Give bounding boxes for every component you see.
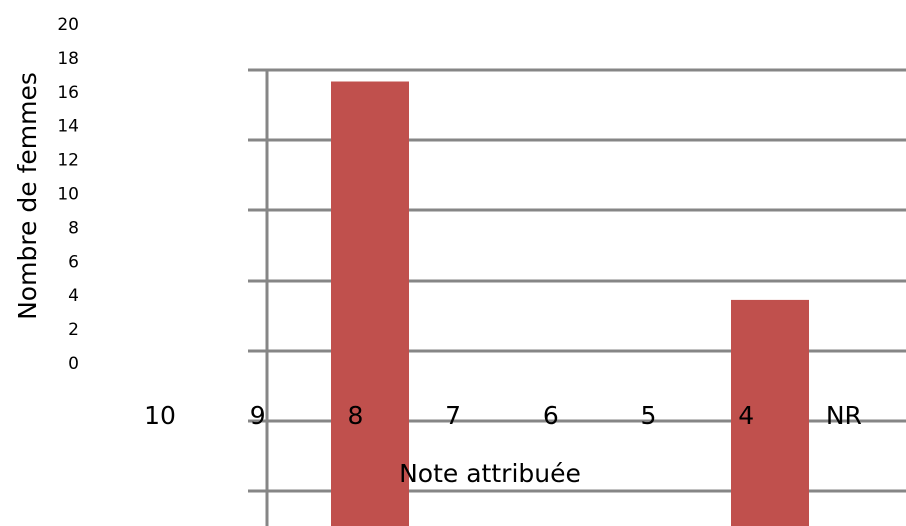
y-tick-label: 6: [68, 252, 79, 272]
x-tick-label: 4: [738, 401, 754, 430]
x-tick-label: 9: [250, 401, 266, 430]
y-tick-label: 18: [57, 49, 79, 69]
y-tick-label: 20: [57, 15, 79, 35]
y-axis-ticks: 0 2 4 6 8 10 12 14 16 18 20: [57, 15, 79, 374]
x-tick-label: 8: [347, 401, 363, 430]
y-tick-label: 12: [57, 151, 79, 171]
x-tick-label: 5: [641, 401, 657, 430]
y-tick-label: 14: [57, 117, 79, 137]
bar-8: [331, 81, 409, 526]
x-axis-ticks: 10 9 8 7 6 5 4 NR: [144, 401, 862, 430]
y-tick-label: 0: [68, 354, 79, 374]
y-tick-label: 4: [68, 286, 79, 306]
y-tick-label: 8: [68, 218, 79, 238]
bars: [331, 81, 809, 526]
y-tick-label: 2: [68, 320, 79, 340]
x-tick-label: 10: [144, 401, 176, 430]
x-axis-title: Note attribuée: [399, 459, 581, 488]
x-tick-label: 6: [543, 401, 559, 430]
y-tick-label: 16: [57, 83, 79, 103]
y-tick-label: 10: [57, 185, 79, 205]
x-tick-label: NR: [826, 401, 862, 430]
bar-4: [731, 299, 809, 526]
x-tick-label: 7: [445, 401, 461, 430]
y-axis-title: Nombre de femmes: [13, 72, 42, 320]
